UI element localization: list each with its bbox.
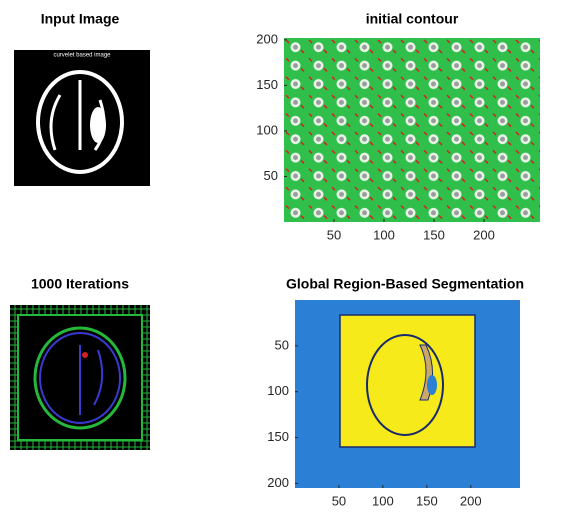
x-tick-label: 200 (473, 227, 495, 242)
figure: Input Image curvelet based image initial… (0, 0, 574, 512)
y-tick-label: 150 (267, 429, 289, 444)
y-tick-label: 150 (256, 77, 278, 92)
panel-title: Input Image (41, 11, 120, 27)
y-tick-label: 100 (256, 122, 278, 137)
panel-title: 1000 Iterations (31, 276, 129, 292)
x-tick-label: 100 (372, 493, 394, 508)
x-tick-label: 150 (423, 227, 445, 242)
y-tick-label: 200 (256, 31, 278, 46)
y-tick-label: 200 (267, 475, 289, 490)
image-caption: curvelet based image (53, 53, 111, 59)
lesion (90, 107, 106, 143)
x-tick-label: 150 (416, 493, 438, 508)
contour-image (284, 38, 540, 222)
x-tick-label: 50 (327, 227, 341, 242)
x-tick-label: 100 (373, 227, 395, 242)
x-tick-label: 200 (460, 493, 482, 508)
red-spot (82, 352, 88, 358)
x-tick-label: 50 (332, 493, 346, 508)
y-tick-label: 50 (264, 168, 278, 183)
lesion-core (427, 375, 437, 395)
panel-title: initial contour (366, 11, 459, 27)
panel-title: Global Region-Based Segmentation (286, 276, 524, 292)
y-tick-label: 50 (275, 337, 289, 352)
y-tick-label: 100 (267, 383, 289, 398)
